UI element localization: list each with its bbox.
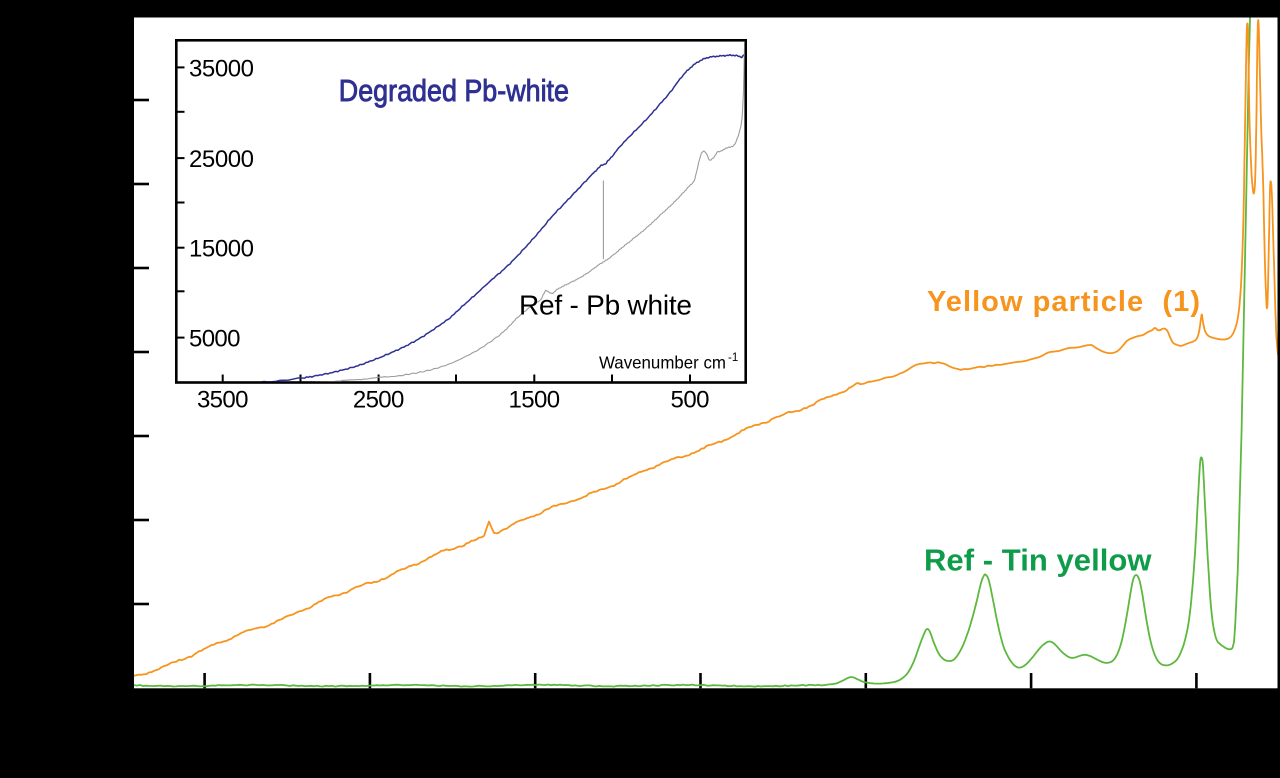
svg-text:15000: 15000 xyxy=(189,236,254,263)
svg-text:Ref - Pb white: Ref - Pb white xyxy=(519,290,692,321)
svg-text:2500: 2500 xyxy=(353,387,405,414)
svg-text:Ref - Tin yellow: Ref - Tin yellow xyxy=(924,543,1152,578)
svg-text:-1: -1 xyxy=(728,352,738,364)
svg-text:500: 500 xyxy=(671,387,710,414)
svg-text:Degraded Pb-white: Degraded Pb-white xyxy=(339,73,569,108)
svg-text:1500: 1500 xyxy=(509,387,561,414)
svg-text:Yellow particle (1): Yellow particle (1) xyxy=(927,286,1200,318)
svg-text:25000: 25000 xyxy=(189,146,254,173)
svg-text:5000: 5000 xyxy=(189,325,241,352)
svg-text:35000: 35000 xyxy=(189,55,254,82)
svg-text:Wavenumber cm: Wavenumber cm xyxy=(599,353,726,373)
svg-text:3500: 3500 xyxy=(197,387,249,414)
